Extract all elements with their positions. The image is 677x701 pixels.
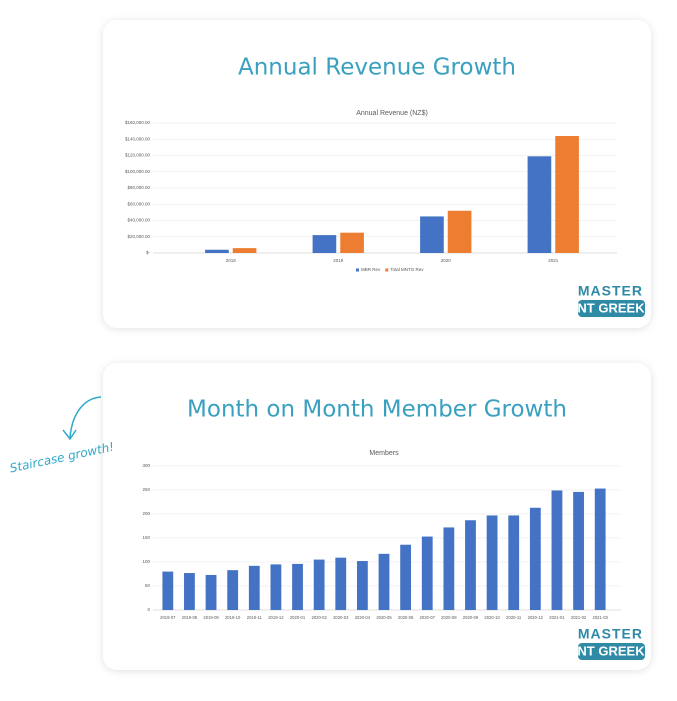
x-tick-label: 2020-12 bbox=[528, 615, 544, 620]
logo-badge bbox=[578, 643, 645, 660]
bar bbox=[508, 515, 520, 610]
logo-badge bbox=[578, 300, 645, 317]
bar bbox=[573, 491, 584, 610]
bar bbox=[205, 249, 229, 253]
bar bbox=[594, 488, 606, 610]
card-title: Annual Revenue Growth bbox=[238, 55, 516, 81]
x-tick-label: 2020-09 bbox=[463, 615, 479, 620]
bar bbox=[420, 216, 444, 253]
bar bbox=[232, 248, 257, 253]
bar bbox=[184, 573, 195, 610]
y-tick-label: $40,000.00 bbox=[127, 218, 150, 223]
bar bbox=[400, 544, 412, 610]
bar bbox=[551, 490, 563, 610]
bar bbox=[529, 507, 541, 610]
logo: MASTER NT GREEK bbox=[577, 626, 645, 660]
legend-swatch bbox=[356, 268, 359, 272]
bar bbox=[292, 563, 303, 610]
x-tick-label: 2019-12 bbox=[268, 615, 284, 620]
y-tick-label: $140,000.00 bbox=[125, 136, 151, 141]
legend-label: Total MNTG Rev bbox=[390, 267, 424, 272]
x-tick-label: 2018 bbox=[226, 258, 237, 263]
x-tick-label: 2020-03 bbox=[333, 615, 349, 620]
y-tick-label: $160,000.00 bbox=[125, 120, 151, 125]
legend-swatch bbox=[385, 268, 389, 272]
bar bbox=[378, 553, 390, 610]
bar bbox=[248, 565, 260, 610]
bar bbox=[443, 527, 455, 610]
x-tick-label: 2020-10 bbox=[484, 615, 500, 620]
bar bbox=[162, 571, 174, 610]
bar bbox=[270, 564, 282, 610]
logo-text: MASTER bbox=[578, 283, 643, 299]
bar bbox=[486, 515, 498, 610]
x-tick-label: 2019-10 bbox=[225, 615, 241, 620]
bar bbox=[527, 156, 552, 253]
bar bbox=[335, 557, 347, 610]
y-tick-label: $60,000.00 bbox=[127, 201, 150, 206]
x-tick-label: 2021-03 bbox=[593, 615, 609, 620]
logo: MASTER NT GREEK bbox=[577, 283, 645, 317]
x-tick-label: 2021-01 bbox=[549, 615, 565, 620]
y-tick-label: 0 bbox=[147, 607, 150, 612]
bar bbox=[555, 136, 579, 253]
y-tick-label: $20,000.00 bbox=[127, 234, 150, 239]
x-tick-label: 2020-01 bbox=[290, 615, 306, 620]
x-tick-label: 2020-04 bbox=[355, 615, 371, 620]
x-tick-label: 2020 bbox=[441, 258, 452, 263]
x-tick-label: 2020-06 bbox=[398, 615, 414, 620]
bar bbox=[313, 559, 325, 610]
annotation-arrow bbox=[62, 396, 102, 441]
chart-title: Annual Revenue (NZ$) bbox=[356, 110, 428, 117]
bar bbox=[465, 520, 476, 610]
y-tick-label: $120,000.00 bbox=[125, 153, 151, 158]
x-tick-label: 2020-07 bbox=[420, 615, 436, 620]
y-tick-label: 50 bbox=[145, 583, 151, 588]
y-tick-label: $100,000.00 bbox=[125, 169, 151, 174]
x-tick-label: 2020-08 bbox=[441, 615, 457, 620]
y-tick-label: $- bbox=[146, 250, 151, 255]
x-tick-label: 2019-08 bbox=[182, 615, 198, 620]
y-tick-label: 150 bbox=[142, 535, 150, 540]
logo-text: NT GREEK bbox=[577, 643, 645, 658]
bar bbox=[227, 570, 239, 610]
x-tick-label: 2019-11 bbox=[247, 615, 263, 620]
bar bbox=[356, 561, 368, 610]
y-tick-label: 300 bbox=[142, 463, 150, 468]
y-tick-label: 250 bbox=[142, 487, 150, 492]
bar bbox=[421, 536, 433, 610]
x-tick-label: 2019-09 bbox=[203, 615, 219, 620]
legend-label: MBR Rev bbox=[361, 267, 381, 272]
x-tick-label: 2019 bbox=[333, 258, 344, 263]
logo-text: NT GREEK bbox=[577, 300, 645, 315]
bar bbox=[312, 235, 337, 253]
y-tick-label: 200 bbox=[142, 511, 150, 516]
bar bbox=[205, 574, 217, 610]
y-tick-label: 100 bbox=[142, 559, 150, 564]
x-tick-label: 2020-11 bbox=[506, 615, 522, 620]
x-tick-label: 2021-02 bbox=[571, 615, 587, 620]
chart-title: Members bbox=[369, 450, 399, 457]
x-tick-label: 2021 bbox=[548, 258, 559, 263]
logo-text: MASTER bbox=[578, 626, 643, 642]
annotation: Staircase growth! bbox=[9, 440, 116, 476]
card-title: Month on Month Member Growth bbox=[187, 397, 567, 423]
y-tick-label: $80,000.00 bbox=[127, 185, 150, 190]
bar bbox=[447, 210, 472, 253]
x-tick-label: 2020-02 bbox=[311, 615, 327, 620]
x-tick-label: 2019-07 bbox=[160, 615, 176, 620]
x-tick-label: 2020-05 bbox=[376, 615, 392, 620]
bar bbox=[340, 232, 364, 253]
